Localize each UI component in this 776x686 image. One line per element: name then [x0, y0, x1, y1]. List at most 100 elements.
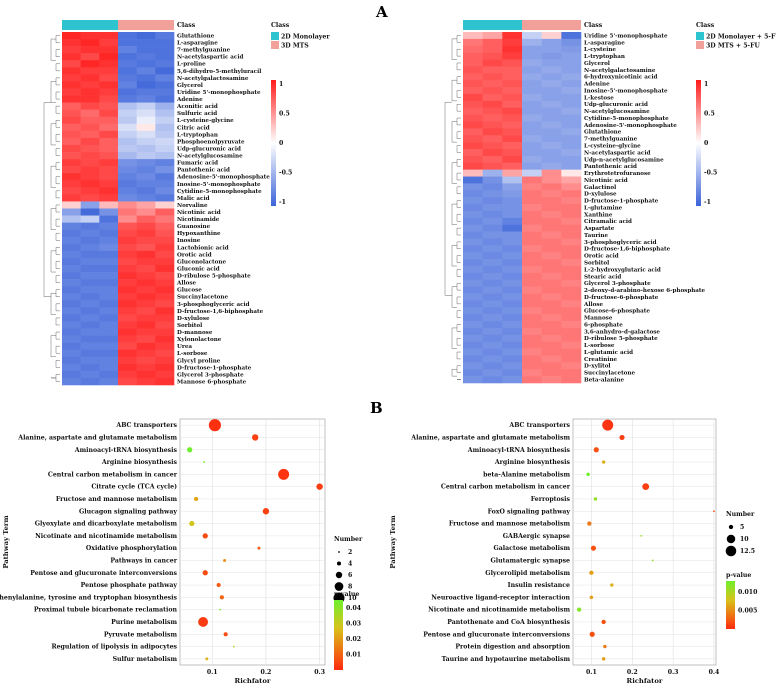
heatmap-cell — [118, 159, 137, 167]
heatmap-cell — [502, 238, 523, 246]
heatmap-row-label: Allose — [176, 281, 196, 287]
heatmap-cell — [502, 279, 523, 287]
heatmap-row-label: Glucose — [177, 288, 202, 294]
heatmap-row-label: Udp-n-acetylglucosamine — [584, 157, 664, 163]
dendrogram-branch — [50, 165, 56, 188]
heatmap-cell — [502, 197, 523, 205]
heatmap-row-label: N-acetylgalactosamine — [584, 68, 656, 74]
dendrogram-branch — [55, 261, 60, 269]
heatmap-cell — [80, 39, 100, 47]
heatmap-cell — [541, 321, 562, 329]
heatmap-cell — [482, 327, 503, 336]
heatmap-cell — [99, 307, 119, 315]
dendrogram-branch — [451, 121, 457, 143]
heatmap-cell — [155, 236, 175, 245]
pathway-label: Glycerolipid metabolism — [485, 570, 570, 577]
heatmap-cell — [541, 59, 562, 67]
heatmap-cell — [155, 370, 175, 379]
pathway-label: Central carbon metabolism in cancer — [48, 471, 178, 478]
heatmap-cell — [118, 293, 137, 301]
heatmap-cell — [482, 128, 503, 136]
heatmap-cell — [463, 80, 483, 88]
heatmap-cell — [155, 363, 175, 372]
dendrogram-branch — [456, 76, 461, 84]
heatmap-cell — [136, 222, 156, 230]
heatmap-cell — [118, 314, 137, 322]
heatmap-cell — [463, 314, 483, 322]
heatmap-cell — [522, 59, 542, 67]
pathway-label: Galactose metabolism — [493, 545, 570, 552]
heatmap-cell — [80, 201, 100, 209]
pathway-label: Pantothenate and CoA biosynthesis — [447, 619, 570, 626]
heatmap-cell — [522, 107, 542, 115]
heatmap-cell — [155, 250, 175, 259]
heatmap-cell — [99, 363, 119, 372]
heatmap-row-label: 7-methylguanine — [584, 137, 638, 143]
heatmap-cell — [561, 231, 582, 239]
heatmap-cell — [541, 162, 562, 170]
heatmap-cell — [80, 279, 100, 287]
pathway-bubble — [601, 619, 606, 625]
heatmap-cell — [463, 169, 483, 177]
heatmap-cell — [136, 88, 156, 96]
class-legend-title: Class — [271, 22, 290, 29]
heatmap-cell — [155, 116, 175, 125]
heatmap-row-label: L-2-hydroxyglutaric acid — [584, 267, 661, 273]
heatmap-cell — [541, 362, 562, 370]
heatmap-cell — [502, 121, 523, 129]
dendrogram-branch — [50, 293, 56, 315]
heatmap-cell — [522, 217, 542, 226]
heatmap-cell — [561, 355, 582, 363]
heatmap-cell — [482, 197, 503, 205]
pathway-label: Citrate cycle (TCA cycle) — [91, 484, 177, 491]
heatmap-cell — [155, 88, 175, 96]
pathway-bubble — [586, 472, 590, 477]
heatmap-cell — [561, 80, 582, 88]
heatmap-cell — [118, 356, 137, 365]
heatmap-cell — [522, 300, 542, 308]
pathway-bubble — [208, 419, 221, 432]
heatmap-cell — [522, 128, 542, 136]
heatmap-cell — [118, 137, 137, 146]
heatmap-cell — [561, 135, 582, 143]
heatmap-cell — [561, 162, 582, 170]
heatmap-cell — [80, 166, 100, 174]
heatmap-row-label: Succinylacetone — [584, 371, 635, 377]
heatmap-cell — [136, 39, 156, 47]
heatmap-cell — [80, 60, 100, 68]
heatmap-cell — [561, 376, 582, 384]
heatmap-cell — [99, 377, 119, 386]
heatmap-cell — [463, 100, 483, 109]
heatmap-row-label: Hypoxanthine — [177, 231, 221, 237]
heatmap-cell — [80, 272, 100, 280]
pathway-label: Alanine, aspartate and glutamate metabol… — [410, 434, 570, 441]
heatmap-right: Class Uridine 5'-monophosphateL-asparagin… — [444, 20, 776, 384]
heatmap-cell — [136, 349, 156, 358]
heatmap-cell — [502, 376, 523, 384]
heatmap-cell — [118, 215, 137, 223]
heatmap-cell — [502, 38, 523, 47]
heatmap-row-label: L-tryptophan — [177, 132, 218, 138]
heatmap-row-label: D-ribulose 5-phosphate — [177, 274, 251, 280]
heatmap-cell — [155, 314, 175, 322]
heatmap-cell — [136, 180, 156, 188]
heatmap-cell — [482, 321, 503, 329]
pathway-label: Pentose and glucuronate interconversions — [30, 570, 177, 577]
heatmap-row-label: D-mannose — [177, 330, 213, 336]
heatmap-cell — [463, 93, 483, 102]
size-legend-label: 8 — [348, 584, 352, 591]
heatmap-cell — [118, 208, 137, 216]
size-legend-bubble — [726, 534, 736, 544]
heatmap-cell — [136, 250, 156, 259]
heatmap-cell — [463, 369, 483, 377]
heatmap-cell — [155, 328, 175, 336]
heatmap-row-label: L-proline — [177, 62, 206, 68]
heatmap-cell — [99, 215, 119, 223]
dendrogram-branch — [55, 331, 60, 340]
heatmap-cell — [482, 355, 503, 363]
heatmap-cell — [541, 238, 562, 246]
heatmap-cell — [62, 215, 81, 223]
heatmap-cell — [541, 107, 562, 115]
heatmap-cell — [482, 100, 503, 109]
x-tick-label: 0.2 — [627, 669, 638, 676]
